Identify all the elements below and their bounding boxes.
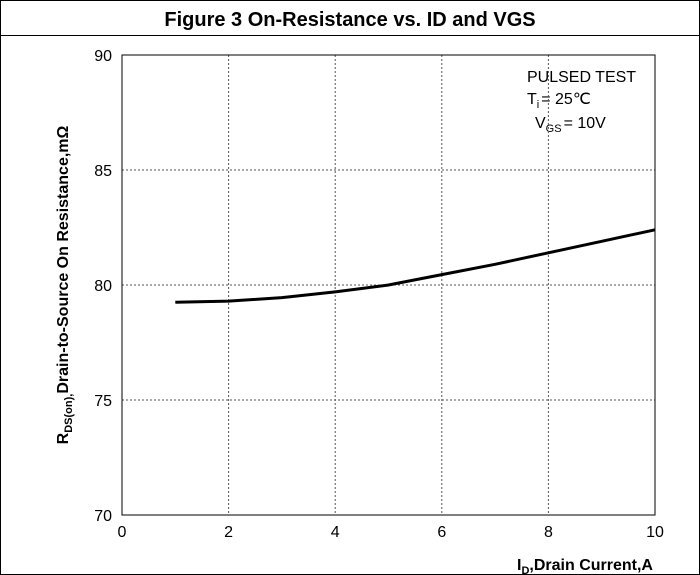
chart-title: Figure 3 On-Resistance vs. ID and VGS: [164, 9, 535, 31]
y-axis-label: RDS(on),Drain-to-Source On Resistance,mΩ: [55, 125, 75, 444]
y-tick-label: 70: [94, 508, 112, 525]
plot-area: [121, 54, 656, 516]
annotation: PULSED TEST: [527, 69, 636, 86]
y-tick-label: 80: [94, 278, 112, 295]
x-tick-label: 6: [437, 524, 446, 541]
annotation: VGS = 10V: [535, 115, 606, 135]
x-tick-label: 0: [118, 524, 127, 541]
x-tick-label: 4: [331, 524, 340, 541]
annotation: Ti = 25℃: [527, 91, 591, 111]
x-axis-label: ID,Drain Current,A: [517, 557, 653, 575]
x-tick-label: 10: [646, 524, 664, 541]
x-tick-label: 8: [544, 524, 553, 541]
line: [175, 228, 656, 304]
y-tick-label: 75: [94, 393, 112, 410]
x-tick-label: 2: [224, 524, 233, 541]
y-tick-label: 90: [94, 48, 112, 65]
y-tick-label: 85: [94, 163, 112, 180]
